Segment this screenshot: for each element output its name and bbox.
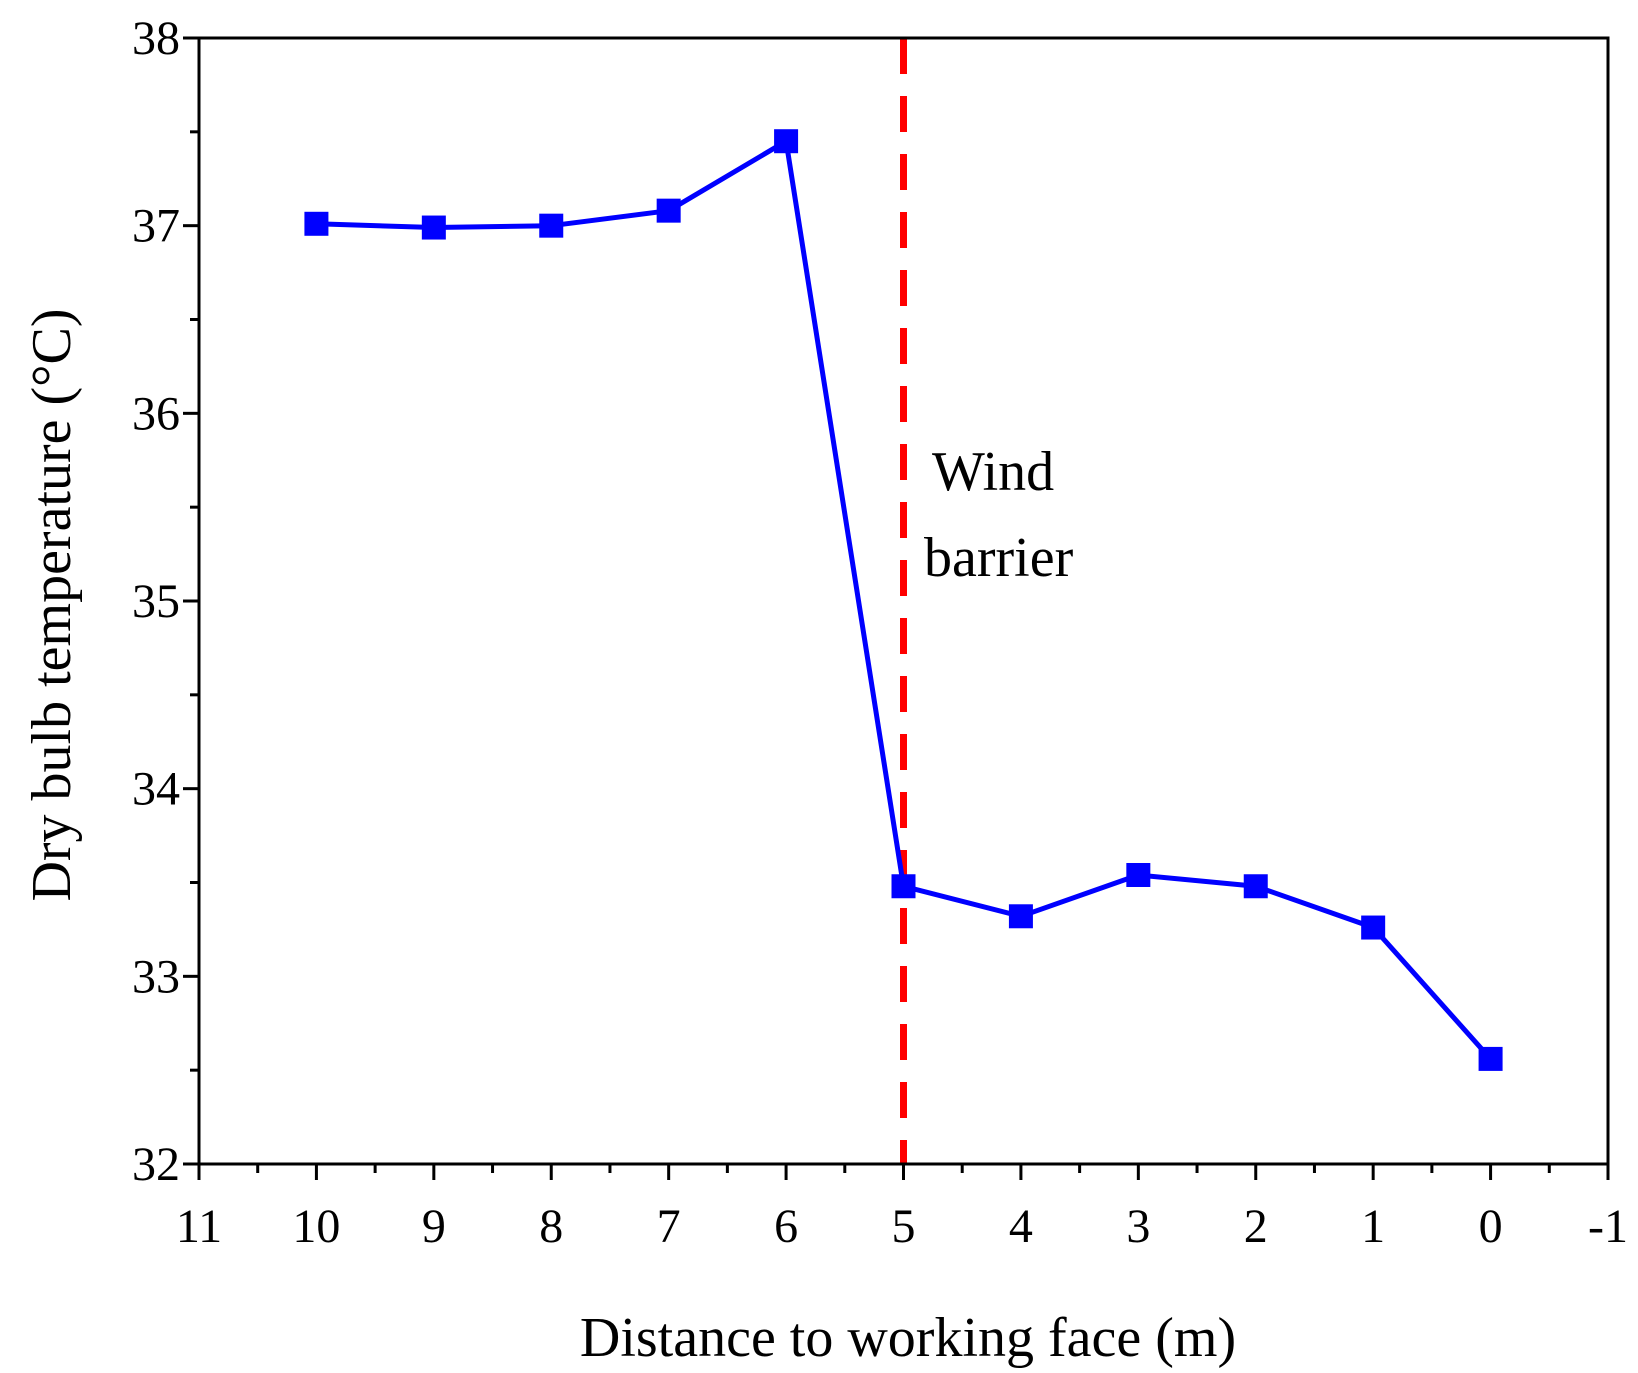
data-point-0-8 — [1243, 874, 1268, 899]
y-tick-label-1: 33 — [132, 950, 180, 1003]
x-tick-label-0: 11 — [176, 1200, 222, 1253]
data-point-0-6 — [1008, 904, 1033, 929]
x-axis-title: Distance to working face (m) — [580, 1307, 1236, 1369]
data-point-0-2 — [539, 213, 564, 238]
data-point-0-3 — [656, 198, 681, 223]
annotation-line-2: barrier — [924, 527, 1074, 589]
x-tick-label-2: 9 — [422, 1200, 446, 1253]
x-tick-label-4: 7 — [657, 1200, 681, 1253]
y-tick-label-4: 36 — [132, 387, 180, 440]
data-point-0-1 — [421, 215, 446, 240]
x-tick-label-7: 4 — [1009, 1200, 1033, 1253]
x-tick-label-1: 10 — [292, 1200, 340, 1253]
annotation-line-1: Wind — [932, 441, 1054, 503]
x-tick-label-11: 0 — [1479, 1200, 1503, 1253]
data-point-0-0 — [304, 211, 329, 236]
data-point-0-7 — [1126, 862, 1151, 887]
y-tick-label-0: 32 — [132, 1138, 180, 1191]
data-point-0-5 — [891, 874, 916, 899]
y-tick-label-5: 37 — [132, 200, 180, 253]
data-point-0-10 — [1478, 1046, 1503, 1071]
data-point-0-4 — [774, 129, 799, 154]
x-tick-label-10: 1 — [1361, 1200, 1385, 1253]
x-tick-label-8: 3 — [1126, 1200, 1150, 1253]
y-tick-label-2: 34 — [132, 763, 180, 816]
series-layer — [304, 129, 1503, 1071]
x-tick-label-3: 8 — [539, 1200, 563, 1253]
data-point-0-9 — [1361, 915, 1386, 940]
x-tick-label-5: 6 — [774, 1200, 798, 1253]
y-tick-label-6: 38 — [132, 12, 180, 65]
x-tick-label-12: -1 — [1588, 1200, 1628, 1253]
axes-layer — [183, 36, 1610, 1180]
y-axis-title: Dry bulb temperature (°C) — [21, 308, 83, 901]
x-tick-label-9: 2 — [1244, 1200, 1268, 1253]
y-tick-label-3: 35 — [132, 575, 180, 628]
x-tick-label-6: 5 — [892, 1200, 916, 1253]
